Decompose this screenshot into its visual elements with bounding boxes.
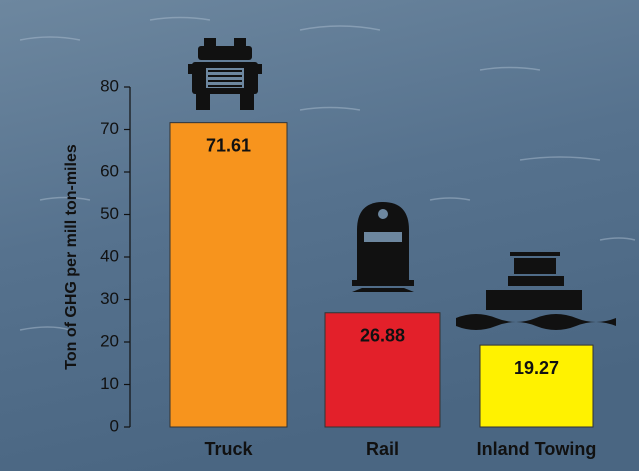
waves: [19, 16, 636, 331]
bar: [479, 344, 594, 428]
y-tick-label: 70: [100, 119, 119, 138]
y-tick-label: 80: [100, 76, 119, 95]
y-tick-label: 60: [100, 161, 119, 180]
y-tick-label: 10: [100, 374, 119, 393]
value-label: 26.88: [360, 326, 405, 346]
boat-icon: [456, 252, 616, 330]
y-axis-label: Ton of GHG per mill ton-miles: [63, 144, 80, 370]
y-tick-label: 40: [100, 246, 119, 265]
value-label: 71.61: [206, 135, 251, 155]
bar: [169, 122, 288, 428]
x-tick-label: Rail: [366, 439, 399, 459]
y-tick-label: 50: [100, 204, 119, 223]
truck-icon: [188, 38, 262, 110]
y-tick-label: 20: [100, 331, 119, 350]
train-icon: [352, 202, 414, 292]
y-tick-label: 30: [100, 289, 119, 308]
x-tick-label: Inland Towing: [477, 439, 597, 459]
x-tick-label: Truck: [204, 439, 253, 459]
y-tick-label: 0: [110, 416, 119, 435]
value-label: 19.27: [514, 358, 559, 378]
bar: [324, 312, 441, 428]
